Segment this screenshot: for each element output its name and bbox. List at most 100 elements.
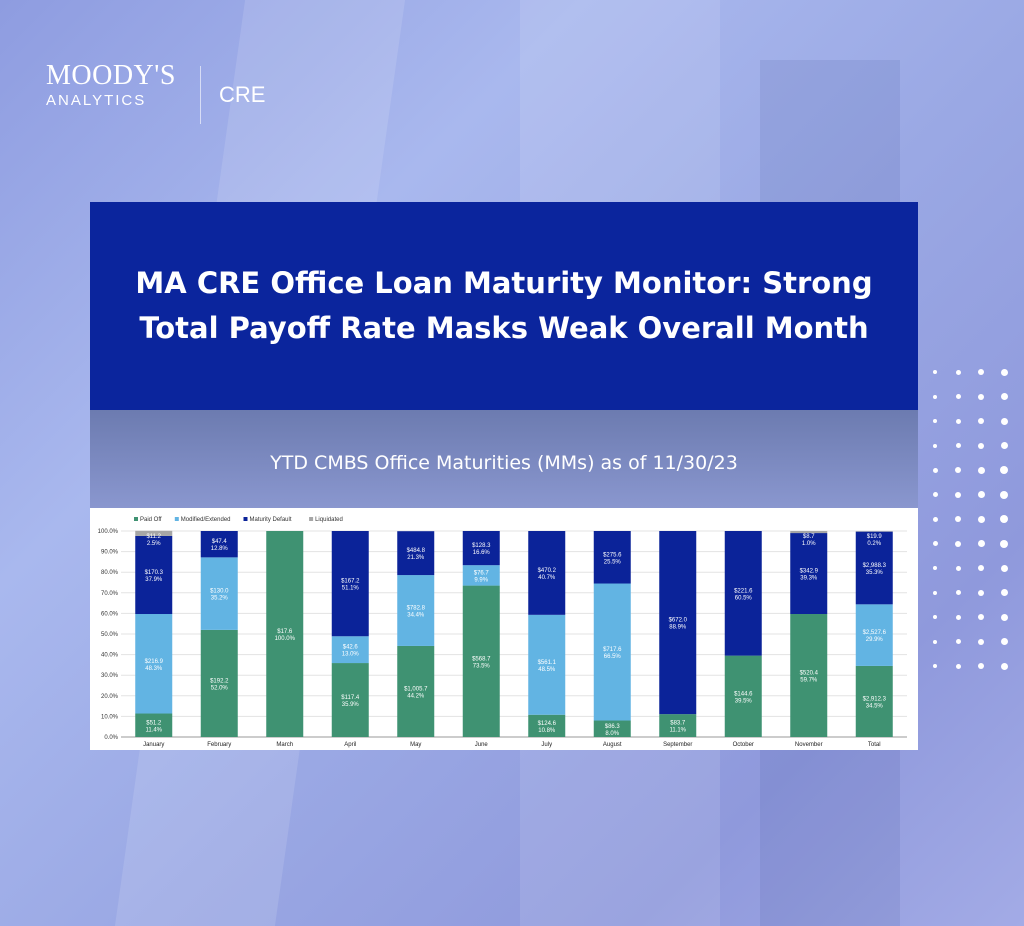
x-tick-label: March [276, 742, 293, 748]
data-label-value: $170.3 [145, 570, 164, 576]
data-label-percent: 11.1% [669, 728, 686, 734]
dot [933, 615, 937, 619]
bar-segment [593, 531, 631, 584]
legend-label: Maturity Default [250, 517, 292, 523]
bar-segment [331, 663, 369, 737]
dot [955, 663, 961, 669]
bar-segment [659, 531, 697, 715]
data-label-value: $717.6 [603, 647, 622, 653]
data-label-value: $520.4 [800, 671, 819, 677]
data-label-percent: 25.5% [604, 559, 622, 565]
dot [978, 589, 984, 596]
dot [933, 419, 937, 423]
x-tick-label: Total [868, 742, 881, 748]
data-label-percent: 1.0% [802, 541, 816, 547]
data-label-value: $221.6 [734, 588, 753, 594]
dot [978, 663, 984, 669]
x-tick-label: June [475, 742, 489, 748]
bar-segment [790, 614, 828, 737]
data-label-percent: 13.0% [342, 652, 360, 658]
bar-segment [724, 531, 762, 656]
dot [978, 614, 984, 620]
y-tick-label: 30.0% [101, 673, 119, 679]
data-label-value: $484.8 [407, 548, 426, 554]
data-label-value: $275.6 [603, 552, 622, 558]
data-label-percent: 21.3% [407, 555, 425, 561]
title-banner: MA CRE Office Loan Maturity Monitor: Str… [90, 202, 918, 410]
dot [978, 442, 984, 449]
chart-subtitle: YTD CMBS Office Maturities (MMs) as of 1… [270, 452, 738, 474]
dot [977, 515, 985, 523]
data-label-value: $1,005.7 [404, 686, 428, 692]
subtitle-band [90, 410, 918, 508]
dot [955, 590, 961, 595]
data-label-value: $782.8 [407, 606, 426, 612]
data-label-percent: 100.0% [275, 636, 296, 642]
data-label-percent: 34.5% [866, 703, 884, 709]
data-label-value: $86.3 [605, 724, 621, 730]
data-label-percent: 10.8% [538, 728, 556, 734]
bar-segment [462, 565, 500, 586]
data-label-percent: 8.0% [605, 731, 619, 737]
data-label-value: $47.4 [212, 539, 228, 545]
dot [955, 491, 961, 498]
data-label-value: $76.7 [474, 570, 490, 576]
y-tick-label: 50.0% [101, 632, 119, 638]
bar-segment [266, 531, 304, 737]
dot [933, 664, 937, 668]
data-label-value: $342.9 [800, 569, 819, 575]
data-label-value: $2,912.3 [863, 696, 887, 702]
data-label-value: $672.0 [669, 618, 688, 624]
data-label-percent: 73.5% [473, 663, 491, 669]
dot [1000, 613, 1008, 621]
data-label-value: $130.0 [210, 589, 229, 595]
bar-segment [462, 585, 500, 737]
dot [1000, 515, 1008, 523]
dot [932, 516, 938, 522]
dot [933, 566, 937, 570]
bar-segment [593, 720, 631, 737]
y-tick-label: 0.0% [104, 735, 118, 741]
dot [955, 443, 961, 448]
data-label-percent: 35.9% [342, 702, 360, 708]
dot [1000, 417, 1008, 425]
bar-segment [135, 614, 173, 714]
data-label-percent: 2.5% [147, 541, 161, 547]
bar-segment [528, 714, 566, 737]
dot [1000, 662, 1008, 670]
dot [978, 418, 984, 424]
x-tick-label: January [143, 742, 164, 748]
dot [932, 467, 938, 473]
data-label-percent: 11.4% [145, 727, 162, 733]
y-tick-label: 100.0% [98, 529, 119, 535]
legend-swatch [309, 517, 314, 521]
data-label-percent: 39.3% [800, 576, 818, 582]
dot [978, 638, 984, 645]
x-tick-label: May [410, 742, 421, 748]
data-label-value: $11.2 [146, 534, 161, 540]
data-label-percent: 9.9% [474, 577, 488, 583]
bar-segment [331, 531, 369, 637]
dot [1000, 490, 1008, 499]
dot [977, 491, 985, 498]
data-label-percent: 52.0% [211, 685, 229, 691]
dot [955, 614, 961, 620]
x-tick-label: August [603, 742, 622, 748]
dot [1000, 442, 1008, 449]
x-tick-label: September [663, 742, 692, 748]
y-tick-label: 40.0% [101, 653, 119, 659]
dot [1000, 466, 1008, 474]
moodys-analytics-logo: MOODY'S ANALYTICS [46, 62, 176, 110]
y-tick-label: 90.0% [101, 550, 119, 556]
chart-panel: 0.0% 10.0% 20.0% 30.0% 40.0% 50.0% 60.0% 70.0% 8… [90, 508, 918, 750]
dot [978, 369, 984, 375]
dot [955, 639, 961, 644]
x-tick-label: October [733, 742, 754, 748]
bar-segment [135, 535, 173, 615]
x-tick-label: February [207, 742, 231, 748]
x-tick-label: July [541, 742, 552, 748]
dot [1000, 589, 1008, 596]
data-label-value: $51.2 [146, 720, 162, 726]
page-title: MA CRE Office Loan Maturity Monitor: Str… [135, 266, 873, 345]
data-label-percent: 59.7% [800, 678, 818, 684]
